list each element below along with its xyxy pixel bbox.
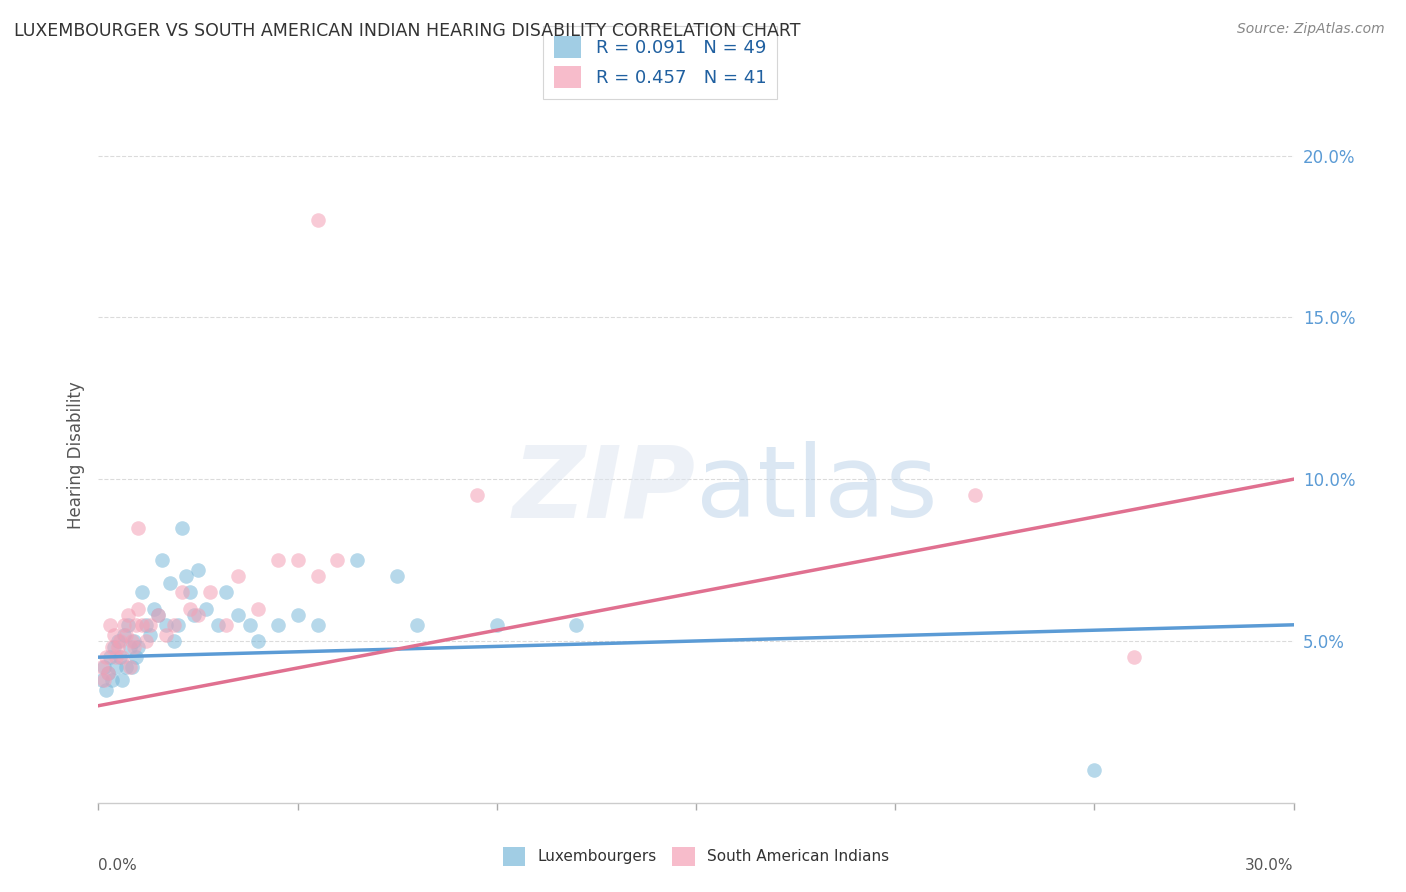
Point bbox=[93, 673, 115, 687]
Point bbox=[111, 650, 134, 665]
Point bbox=[103, 640, 125, 655]
Point bbox=[143, 601, 166, 615]
Text: 0.0%: 0.0% bbox=[98, 858, 138, 873]
Point bbox=[124, 634, 146, 648]
Point bbox=[195, 601, 218, 615]
Point bbox=[163, 617, 186, 632]
Point bbox=[97, 666, 120, 681]
Point bbox=[111, 673, 134, 687]
Point bbox=[155, 617, 177, 632]
Point bbox=[148, 608, 170, 623]
Point bbox=[96, 682, 118, 697]
Point bbox=[91, 660, 114, 674]
Point bbox=[98, 650, 122, 665]
Point bbox=[93, 660, 115, 674]
Point bbox=[198, 585, 221, 599]
Point bbox=[385, 569, 409, 583]
Point bbox=[150, 553, 173, 567]
Legend: Luxembourgers, South American Indians: Luxembourgers, South American Indians bbox=[496, 841, 896, 871]
Point bbox=[107, 634, 129, 648]
Point bbox=[179, 601, 201, 615]
Point bbox=[101, 673, 124, 687]
Point bbox=[131, 585, 153, 599]
Point bbox=[96, 650, 118, 665]
Point bbox=[187, 563, 209, 577]
Point bbox=[346, 553, 368, 567]
Point bbox=[101, 640, 124, 655]
Point bbox=[179, 585, 201, 599]
Point bbox=[121, 634, 143, 648]
Point bbox=[159, 575, 181, 590]
Point bbox=[226, 608, 249, 623]
Point bbox=[267, 617, 290, 632]
Point bbox=[103, 627, 125, 641]
Point bbox=[1123, 650, 1146, 665]
Point bbox=[307, 569, 329, 583]
Point bbox=[215, 585, 238, 599]
Point bbox=[110, 650, 132, 665]
Point bbox=[287, 553, 309, 567]
Point bbox=[326, 553, 349, 567]
Point bbox=[124, 640, 146, 655]
Point bbox=[110, 634, 132, 648]
Point bbox=[307, 213, 329, 227]
Text: 30.0%: 30.0% bbox=[1246, 858, 1294, 873]
Point bbox=[121, 660, 143, 674]
Point bbox=[485, 617, 508, 632]
Point bbox=[215, 617, 238, 632]
Point bbox=[115, 627, 138, 641]
Point bbox=[148, 608, 170, 623]
Point bbox=[105, 650, 128, 665]
Point bbox=[131, 617, 153, 632]
Point bbox=[91, 673, 114, 687]
Point bbox=[406, 617, 429, 632]
Text: ZIP: ZIP bbox=[513, 442, 696, 538]
Point bbox=[139, 627, 162, 641]
Point bbox=[127, 640, 149, 655]
Y-axis label: Hearing Disability: Hearing Disability bbox=[66, 381, 84, 529]
Point bbox=[139, 617, 162, 632]
Point bbox=[98, 617, 122, 632]
Text: atlas: atlas bbox=[696, 442, 938, 538]
Point bbox=[105, 660, 128, 674]
Point bbox=[267, 553, 290, 567]
Point bbox=[120, 660, 142, 674]
Point bbox=[127, 601, 149, 615]
Point bbox=[117, 617, 139, 632]
Point bbox=[112, 627, 135, 641]
Point bbox=[963, 488, 986, 502]
Point bbox=[226, 569, 249, 583]
Point bbox=[1083, 764, 1105, 778]
Point bbox=[187, 608, 209, 623]
Point bbox=[307, 617, 329, 632]
Point bbox=[565, 617, 588, 632]
Text: Source: ZipAtlas.com: Source: ZipAtlas.com bbox=[1237, 22, 1385, 37]
Point bbox=[183, 608, 205, 623]
Point bbox=[135, 634, 157, 648]
Point bbox=[172, 585, 194, 599]
Point bbox=[174, 569, 197, 583]
Point bbox=[125, 617, 148, 632]
Point bbox=[135, 617, 157, 632]
Point bbox=[207, 617, 229, 632]
Point bbox=[287, 608, 309, 623]
Point bbox=[112, 617, 135, 632]
Point bbox=[239, 617, 262, 632]
Point bbox=[107, 640, 129, 655]
Point bbox=[120, 640, 142, 655]
Point bbox=[155, 627, 177, 641]
Point bbox=[172, 521, 194, 535]
Point bbox=[246, 601, 269, 615]
Point bbox=[125, 650, 148, 665]
Point bbox=[246, 634, 269, 648]
Point bbox=[115, 660, 138, 674]
Point bbox=[117, 608, 139, 623]
Point bbox=[167, 617, 190, 632]
Point bbox=[127, 521, 149, 535]
Point bbox=[465, 488, 488, 502]
Point bbox=[97, 666, 120, 681]
Text: LUXEMBOURGER VS SOUTH AMERICAN INDIAN HEARING DISABILITY CORRELATION CHART: LUXEMBOURGER VS SOUTH AMERICAN INDIAN HE… bbox=[14, 22, 800, 40]
Point bbox=[163, 634, 186, 648]
